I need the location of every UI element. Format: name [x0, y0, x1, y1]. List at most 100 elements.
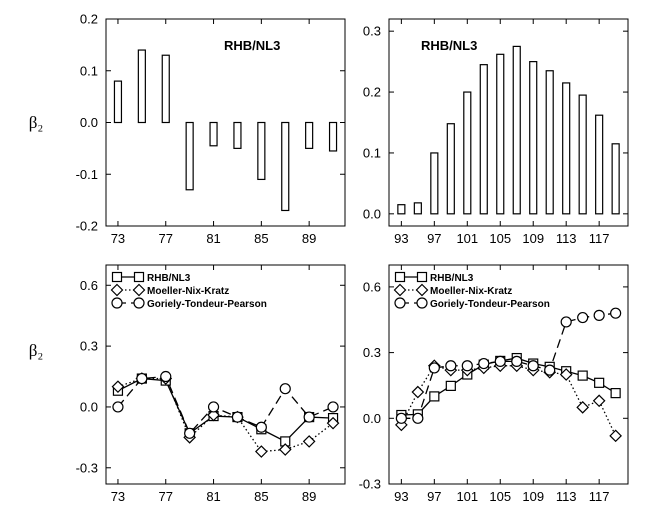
y-tick-label: -0.3	[359, 477, 381, 492]
plot-frame	[388, 18, 629, 227]
series-point-circle	[577, 311, 589, 324]
bar	[512, 45, 521, 215]
y-tick-label: 0.3	[80, 339, 98, 354]
series-point-circle	[231, 411, 244, 423]
x-tick-label: 117	[589, 231, 610, 246]
series-point-circle	[412, 412, 424, 424]
y-tick-label: 0.0	[363, 206, 381, 221]
y-tick-label: -0.2	[76, 219, 98, 234]
legend-marker-diamond	[415, 283, 429, 297]
legend-marker-diamond	[393, 283, 407, 297]
series-point-diamond	[576, 401, 590, 414]
x-tick-label: 113	[556, 231, 577, 246]
series-line-circle	[117, 375, 334, 435]
x-tick-label: 109	[522, 489, 544, 504]
series-point-diamond	[302, 435, 316, 448]
bar	[209, 121, 218, 147]
x-tick-label: 117	[589, 489, 610, 504]
x-tick-label: 105	[489, 231, 511, 246]
series-point-diamond	[278, 443, 292, 456]
legend-marker-square	[133, 271, 145, 283]
series-point-square	[610, 388, 621, 399]
bar	[545, 70, 554, 215]
bar	[113, 80, 123, 124]
x-tick-label: 97	[427, 231, 441, 246]
series-point-circle	[279, 383, 291, 395]
series-point-diamond	[255, 445, 268, 458]
y-axis-label-bottom: β₂	[29, 341, 44, 360]
bar	[430, 152, 439, 215]
bar	[463, 91, 472, 215]
series-point-diamond	[411, 385, 425, 399]
plot-frame	[105, 264, 346, 485]
legend-label: Goriely-Tondeur-Pearson	[147, 299, 267, 310]
x-tick-label: 89	[302, 489, 316, 504]
y-tick-label: 0.2	[363, 85, 381, 100]
series-point-square	[445, 380, 456, 391]
y-tick-label: -0.3	[76, 460, 98, 475]
bar	[161, 54, 170, 124]
series-point-circle	[478, 357, 490, 370]
series-point-circle	[112, 401, 124, 413]
series-point-circle	[395, 412, 407, 424]
bar	[233, 121, 242, 149]
x-tick-label: 93	[394, 489, 408, 504]
series-point-circle	[511, 355, 523, 367]
bar	[137, 49, 146, 124]
legend: RHB/NL3 Moeller-Nix-Kratz Goriely-Tondeur-…	[393, 271, 550, 310]
bar	[446, 123, 455, 215]
x-tick-label: 81	[206, 231, 220, 246]
series-point-diamond	[609, 429, 622, 443]
legend-label: RHB/NL3	[430, 273, 474, 284]
series-point-circle	[184, 427, 196, 439]
y-tick-label: 0.3	[363, 345, 381, 360]
x-tick-label: 85	[254, 489, 268, 504]
panel-title: RHB/NL3	[421, 38, 477, 53]
y-tick-label: 0.3	[363, 24, 381, 39]
series-point-circle	[327, 401, 339, 413]
y-tick-label: 0.0	[80, 399, 98, 414]
series-point-circle	[207, 401, 220, 413]
x-tick-label: 73	[111, 489, 125, 504]
x-tick-label: 109	[522, 231, 544, 246]
series-point-circle	[255, 421, 267, 433]
series-point-circle	[544, 364, 556, 376]
bar	[328, 121, 338, 152]
legend-marker-diamond	[110, 283, 124, 297]
series-point-circle	[428, 362, 440, 374]
y-tick-label: -0.1	[76, 167, 98, 182]
chart-bottom-left: -0.3 0.0 0.3 0.6 73 77 81 85 89 RHB/NL3 Moeller-Ni…	[76, 264, 346, 504]
legend-marker-square	[416, 271, 428, 283]
series-line-square	[117, 377, 334, 443]
y-tick-label: 0.2	[80, 12, 98, 27]
bar	[413, 202, 422, 215]
x-tick-label: 101	[456, 489, 478, 504]
series-point-diamond	[111, 380, 125, 394]
series-point-diamond	[207, 408, 220, 422]
legend-label: Moeller-Nix-Kratz	[430, 286, 512, 297]
legend-marker-circle	[394, 297, 406, 309]
legend-marker-diamond	[132, 283, 146, 297]
panel-title: RHB/NL3	[224, 38, 280, 53]
legend-label: Moeller-Nix-Kratz	[147, 286, 229, 297]
legend-label: RHB/NL3	[147, 273, 191, 284]
x-tick-label: 73	[111, 231, 125, 246]
x-tick-label: 77	[159, 231, 173, 246]
series-point-circle	[461, 360, 473, 372]
chart-bottom-right: -0.3 0.0 0.3 0.6 93 97 101 105 109 113 117 RHB/NL3 M…	[359, 264, 629, 504]
y-tick-label: 0.6	[80, 278, 98, 293]
series-point-circle	[610, 307, 622, 319]
chart-top-left: -0.2 -0.1 0.0 0.1 0.2 73 77 81 85 89 RHB/NL3	[76, 12, 346, 246]
x-tick-label: 89	[302, 231, 316, 246]
bar	[529, 61, 538, 215]
y-tick-label: 0.1	[363, 145, 381, 160]
series-point-circle	[160, 370, 172, 383]
series-point-square	[577, 370, 588, 381]
plot-frame	[388, 264, 629, 485]
bar	[611, 143, 620, 215]
x-tick-label: 85	[254, 231, 268, 246]
bar	[257, 121, 266, 181]
bar	[578, 94, 587, 215]
series-point-circle	[593, 309, 605, 321]
